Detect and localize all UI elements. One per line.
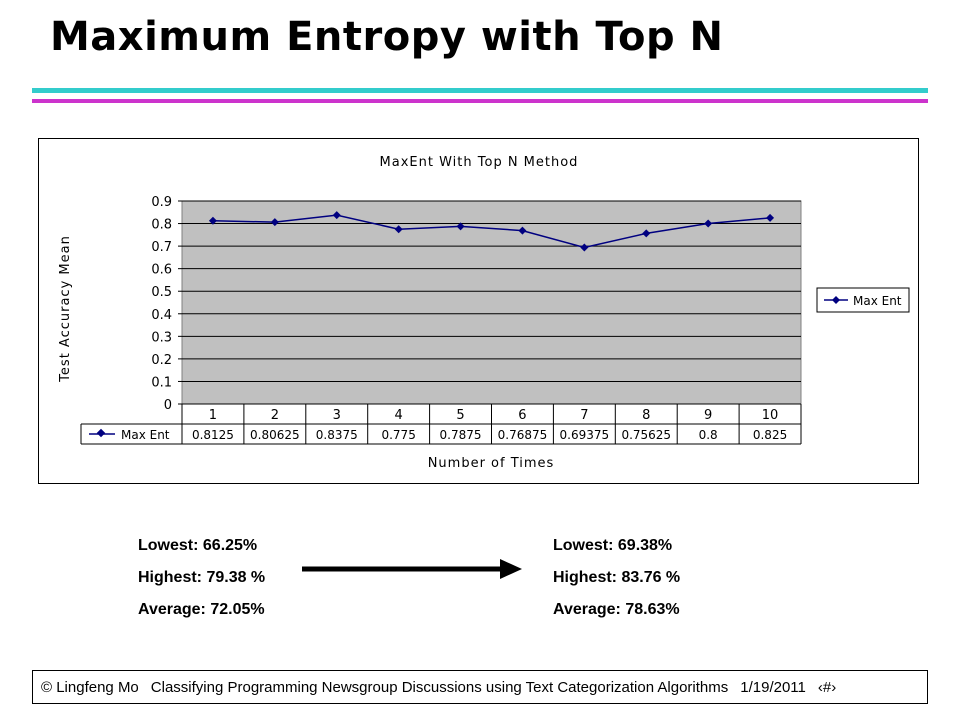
footer: © Lingfeng Mo Classifying Programming Ne… <box>32 670 928 704</box>
plot-area <box>181 200 802 405</box>
footer-author: © Lingfeng Mo <box>41 678 139 696</box>
y-tick-label: 0.8 <box>151 218 172 233</box>
legend-marker <box>832 296 840 304</box>
data-point <box>704 219 713 228</box>
series-line <box>212 214 771 249</box>
table-value-cell: 0.8375 <box>316 428 358 442</box>
stat-average-before: Average: 72.05% <box>138 601 265 618</box>
y-tick-label: 0.5 <box>151 285 172 300</box>
stat-average-after: Average: 78.63% <box>553 601 680 618</box>
legend-entry: Max Ent <box>853 294 902 308</box>
chart-title: MaxEnt With Top N Method <box>380 155 579 170</box>
data-point <box>394 225 403 234</box>
y-tick-label: 0.2 <box>151 353 172 368</box>
stat-highest-before: Highest: 79.38 % <box>138 569 266 586</box>
table-value-cell: 0.8 <box>699 428 718 442</box>
footer-subject: Classifying Programming Newsgroup Discus… <box>150 678 729 696</box>
data-point <box>332 211 341 220</box>
x-axis-title: Number of Times <box>428 456 555 471</box>
table-value-cell: 0.8125 <box>192 428 234 442</box>
table-value-cell: 0.75625 <box>621 428 671 442</box>
y-tick-label: 0.7 <box>151 240 172 255</box>
x-tick-label: 5 <box>456 408 464 423</box>
y-axis-title: Test Accuracy Mean <box>58 235 73 383</box>
x-tick-label: 7 <box>580 408 588 423</box>
table-value-cell: 0.69375 <box>560 428 610 442</box>
footer-page-mark: ‹#› <box>817 678 837 696</box>
stat-lowest-after: Lowest: 69.38% <box>553 537 673 554</box>
data-point <box>208 216 217 225</box>
magenta-divider <box>32 99 928 103</box>
chart-frame: 0 0.1 0.2 0.3 0.4 0.5 0.6 0.7 0.8 0.9 1 2 3 4 5 6 7 8 9 10 M… <box>38 138 919 484</box>
stats-after: Lowest: 69.38% Highest: 83.76 % Average:… <box>553 530 680 626</box>
table-value-cell: 0.7875 <box>440 428 482 442</box>
table-value-cell: 0.825 <box>753 428 787 442</box>
x-tick-label: 2 <box>271 408 279 423</box>
data-point <box>270 218 279 227</box>
table-legend-marker <box>96 428 106 438</box>
y-tick-label: 0.3 <box>151 330 172 345</box>
x-tick-label: 6 <box>518 408 526 423</box>
x-tick-label: 8 <box>642 408 650 423</box>
right-arrow-icon <box>302 559 522 579</box>
footer-date: 1/19/2011 <box>740 678 806 696</box>
page-title: Maximum Entropy with Top N <box>50 14 724 60</box>
data-point <box>766 213 775 222</box>
y-tick-label: 0.4 <box>151 308 172 323</box>
data-point <box>580 243 589 252</box>
stat-lowest-before: Lowest: 66.25% <box>138 537 258 554</box>
y-tick-label: 0.1 <box>151 375 172 390</box>
table-value-cell: 0.76875 <box>498 428 548 442</box>
stats-before: Lowest: 66.25% Highest: 79.38 % Average:… <box>138 530 265 626</box>
data-point <box>518 226 527 235</box>
y-tick-label: 0.9 <box>151 195 172 210</box>
cyan-divider <box>32 88 928 93</box>
x-tick-label: 3 <box>333 408 341 423</box>
x-tick-label: 9 <box>704 408 712 423</box>
y-tick-label: 0.6 <box>151 263 172 278</box>
data-point <box>642 229 651 238</box>
y-tick-label: 0 <box>164 398 172 413</box>
x-tick-label: 1 <box>209 408 217 423</box>
table-value-cell: 0.775 <box>381 428 415 442</box>
stat-highest-after: Highest: 83.76 % <box>553 569 681 586</box>
table-series-name: Max Ent <box>121 428 170 442</box>
x-tick-label: 10 <box>762 408 779 423</box>
line-chart: 0 0.1 0.2 0.3 0.4 0.5 0.6 0.7 0.8 0.9 1 2 3 4 5 6 7 8 9 10 M… <box>58 155 910 471</box>
table-value-cell: 0.80625 <box>250 428 300 442</box>
x-tick-label: 4 <box>395 408 403 423</box>
data-point <box>456 222 465 231</box>
